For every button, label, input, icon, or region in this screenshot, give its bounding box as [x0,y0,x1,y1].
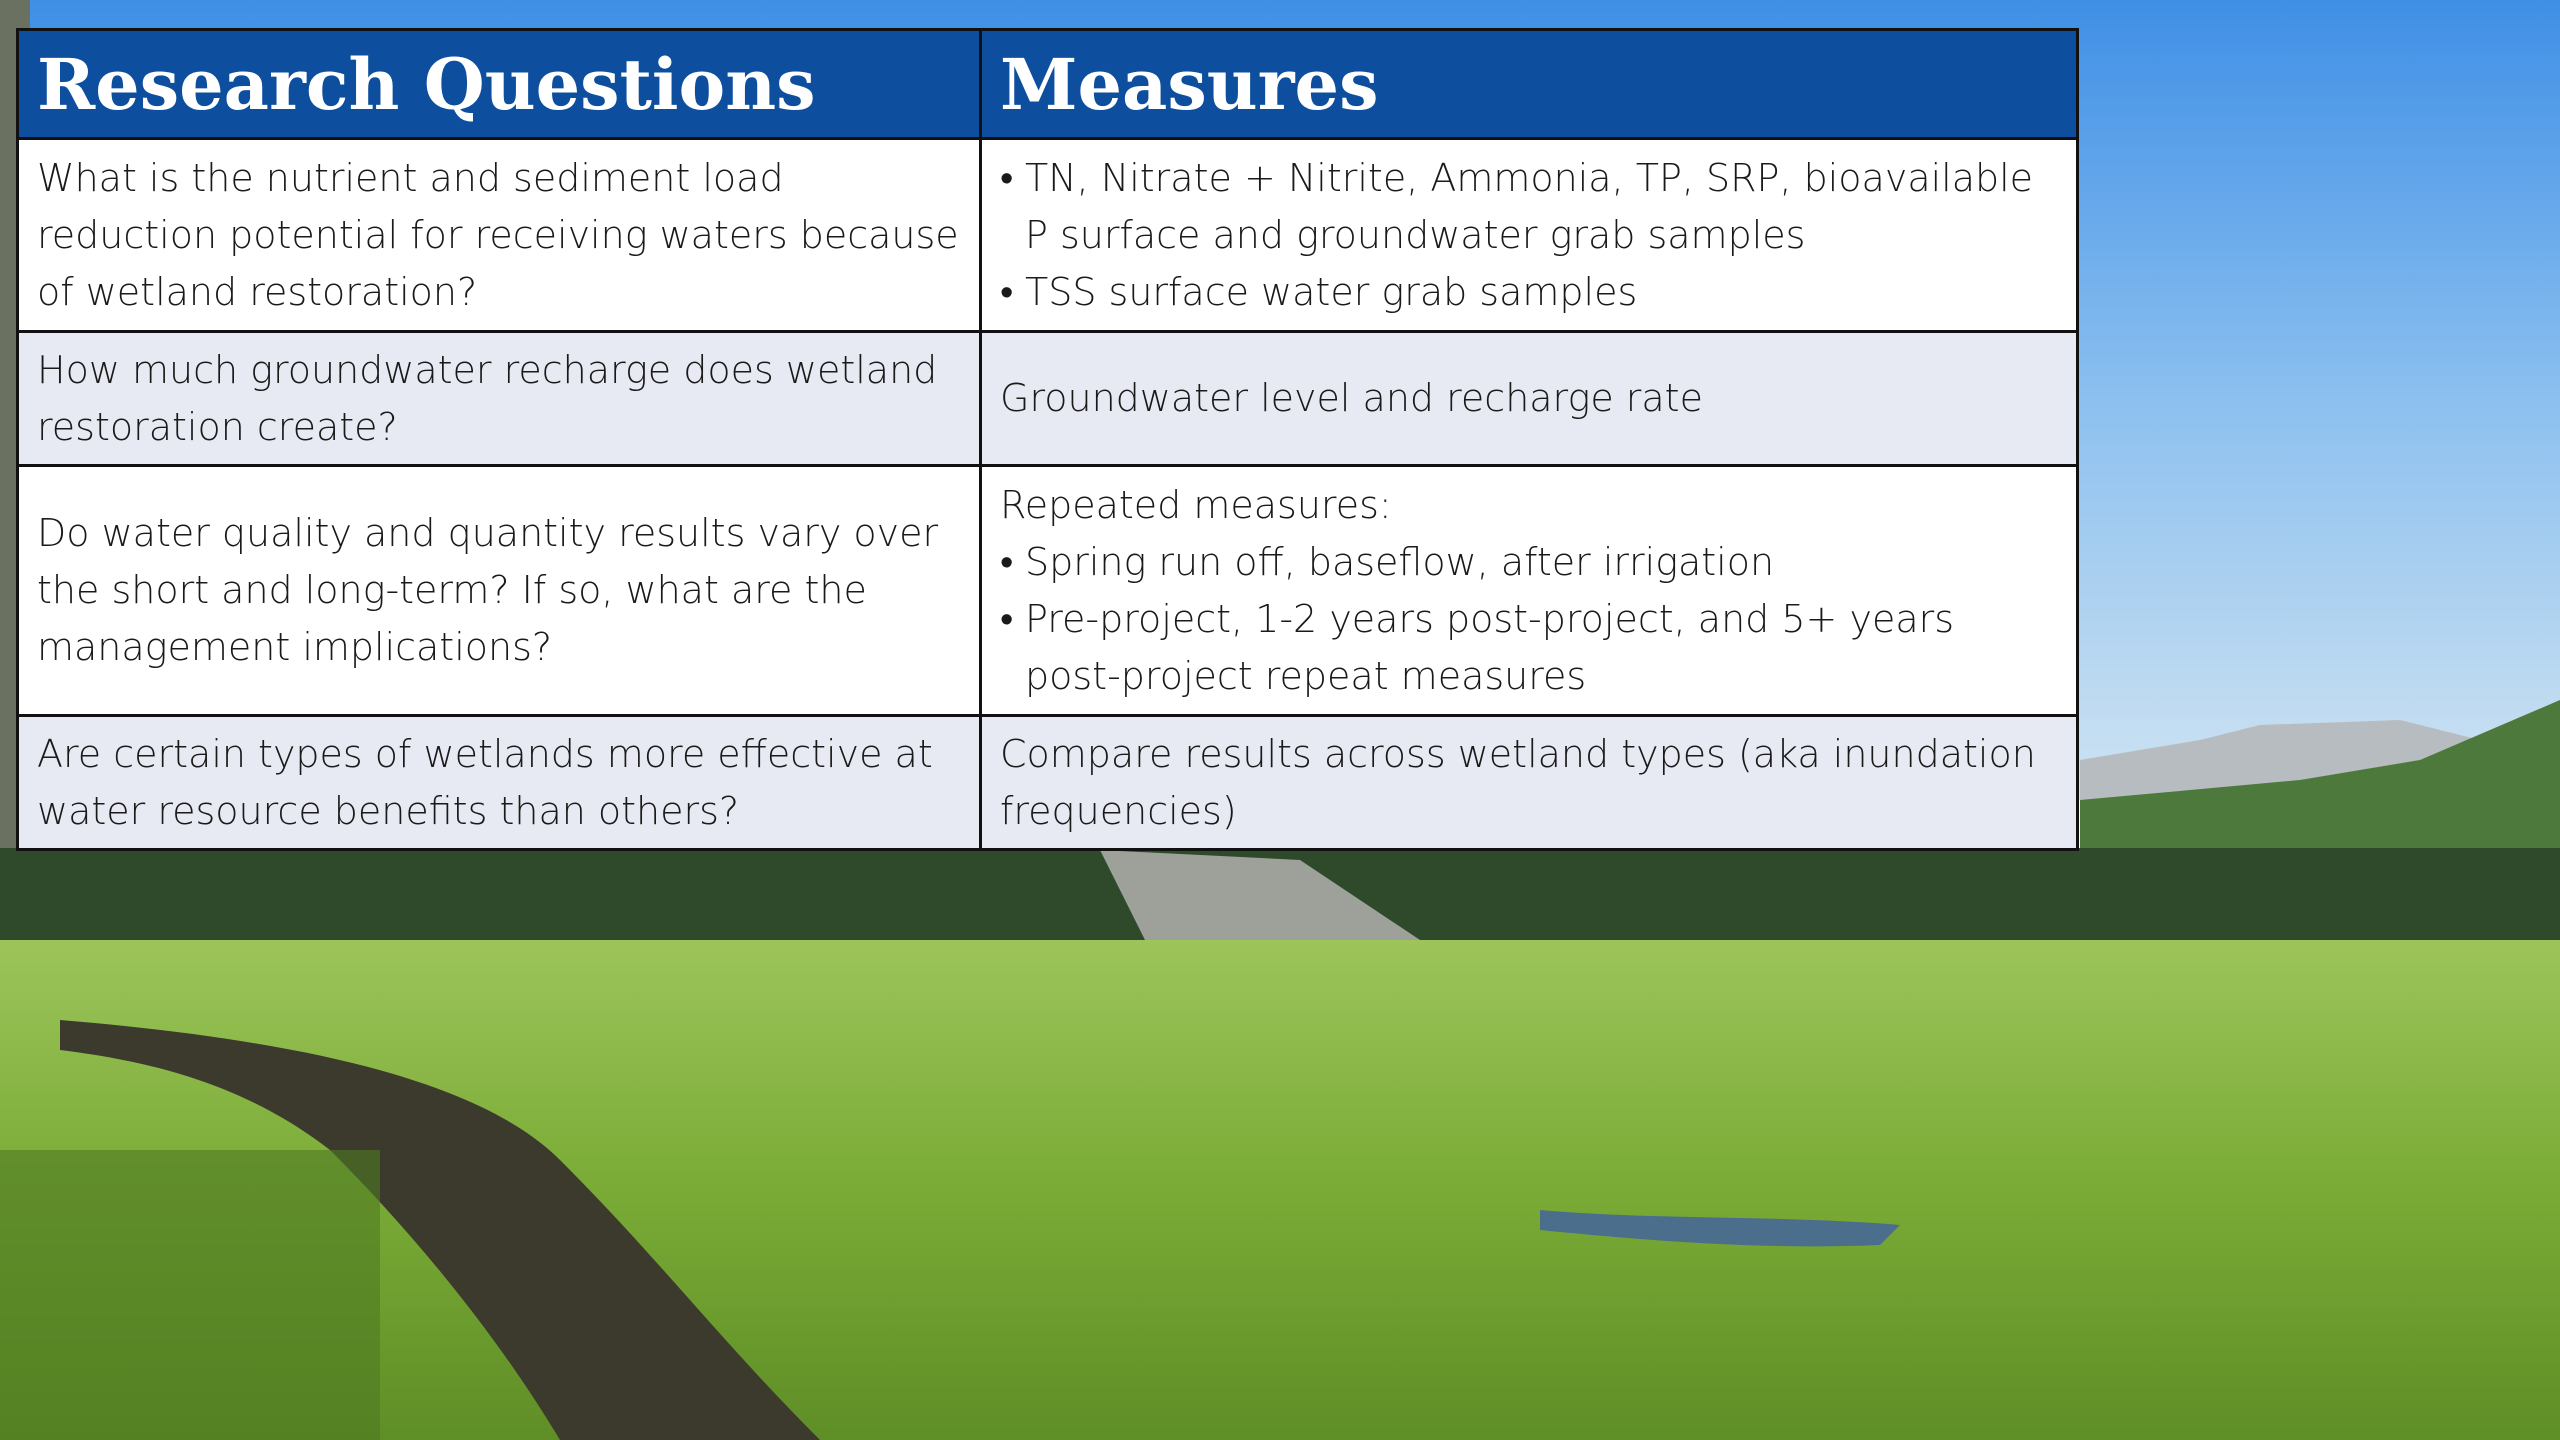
bullet: Spring run off, baseflow, after irrigati… [1000,534,2058,591]
table-row: Are certain types of wetlands more effec… [16,714,2079,851]
question-cell: Do water quality and quantity results va… [16,464,982,717]
bullet-list: Spring run off, baseflow, after irrigati… [1000,534,2058,705]
table-row: Do water quality and quantity results va… [16,464,2079,717]
scree [1100,850,1420,950]
river [60,1020,820,1440]
bullet: TSS surface water grab samples [1000,264,2058,321]
table-row: How much groundwater recharge does wetla… [16,330,2079,467]
question-cell: What is the nutrient and sediment load r… [16,137,982,333]
bullet: TN, Nitrate + Nitrite, Ammonia, TP, SRP,… [1000,150,2058,264]
table-row: What is the nutrient and sediment load r… [16,137,2079,333]
measures-cell: Groundwater level and recharge rate [979,330,2079,467]
table: Research Questions Measures What is the … [16,28,2079,851]
measures-cell: TN, Nitrate + Nitrite, Ammonia, TP, SRP,… [979,137,2079,333]
header-cell: Research Questions [16,28,982,140]
shadow [0,1150,380,1440]
measures-cell: Repeated measures: Spring run off, basefl… [979,464,2079,717]
measures-cell: Compare results across wetland types (ak… [979,714,2079,851]
pond [1540,1210,1900,1247]
question-cell: How much groundwater recharge does wetla… [16,330,982,467]
table-body: What is the nutrient and sediment load r… [16,137,2079,851]
measures-text: Compare results across wetland types (ak… [1000,731,2036,833]
header-cell: Measures [979,28,2079,140]
bullet: Pre-project, 1-2 years post-project, and… [1000,591,2058,705]
header-row: Research Questions Measures [16,28,2079,140]
measures-text: Repeated measures: [1000,482,1392,527]
measures-text: Groundwater level and recharge rate [1000,376,1703,420]
bullet-list: TN, Nitrate + Nitrite, Ammonia, TP, SRP,… [1000,150,2058,321]
question-cell: Are certain types of wetlands more effec… [16,714,982,851]
